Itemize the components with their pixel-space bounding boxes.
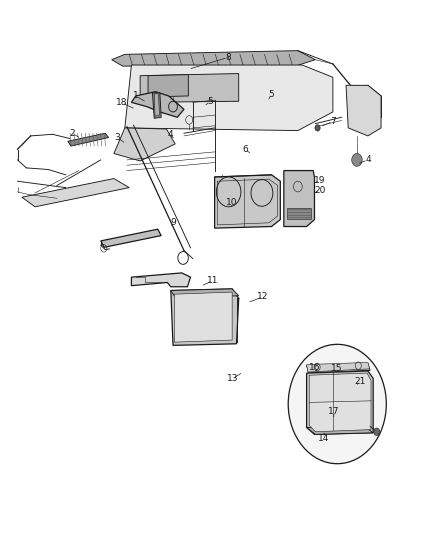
Polygon shape <box>171 289 239 297</box>
Text: 21: 21 <box>354 377 366 385</box>
Polygon shape <box>154 94 159 116</box>
Circle shape <box>352 154 362 166</box>
Polygon shape <box>307 362 370 372</box>
Text: 4: 4 <box>365 156 371 164</box>
Text: 4: 4 <box>167 130 173 139</box>
Polygon shape <box>101 229 161 247</box>
Text: 17: 17 <box>328 407 339 416</box>
Polygon shape <box>140 74 239 102</box>
Text: 18: 18 <box>116 99 127 107</box>
Circle shape <box>374 428 380 435</box>
Polygon shape <box>307 364 370 373</box>
Polygon shape <box>68 133 109 146</box>
Text: 5: 5 <box>268 91 275 99</box>
Text: 14: 14 <box>318 434 330 442</box>
Polygon shape <box>307 427 373 434</box>
Text: 15: 15 <box>331 365 342 373</box>
Circle shape <box>315 125 320 131</box>
Text: 11: 11 <box>207 277 218 285</box>
Polygon shape <box>131 92 184 117</box>
Text: 12: 12 <box>257 293 268 301</box>
Polygon shape <box>307 371 373 434</box>
Polygon shape <box>346 85 381 136</box>
Polygon shape <box>215 175 280 228</box>
Text: 13: 13 <box>227 374 239 383</box>
Polygon shape <box>309 373 371 432</box>
Polygon shape <box>131 273 191 287</box>
Polygon shape <box>22 179 129 207</box>
Text: 10: 10 <box>226 198 238 207</box>
Text: 7: 7 <box>330 117 336 126</box>
Circle shape <box>288 344 386 464</box>
Text: 20: 20 <box>314 186 325 195</box>
Text: 19: 19 <box>314 176 325 184</box>
Text: 9: 9 <box>170 218 176 227</box>
Polygon shape <box>148 75 188 97</box>
Text: 1: 1 <box>133 92 139 100</box>
Polygon shape <box>125 65 333 131</box>
Polygon shape <box>284 171 314 227</box>
Polygon shape <box>152 93 161 118</box>
Polygon shape <box>174 292 232 342</box>
Text: 8: 8 <box>225 53 231 62</box>
Polygon shape <box>114 128 175 161</box>
Text: 2: 2 <box>70 129 75 138</box>
Polygon shape <box>112 51 315 67</box>
Text: 3: 3 <box>114 133 120 142</box>
Text: 5: 5 <box>207 97 213 106</box>
Text: 6: 6 <box>242 145 248 154</box>
Text: 16: 16 <box>309 364 320 372</box>
Polygon shape <box>287 208 311 219</box>
Polygon shape <box>171 289 239 345</box>
